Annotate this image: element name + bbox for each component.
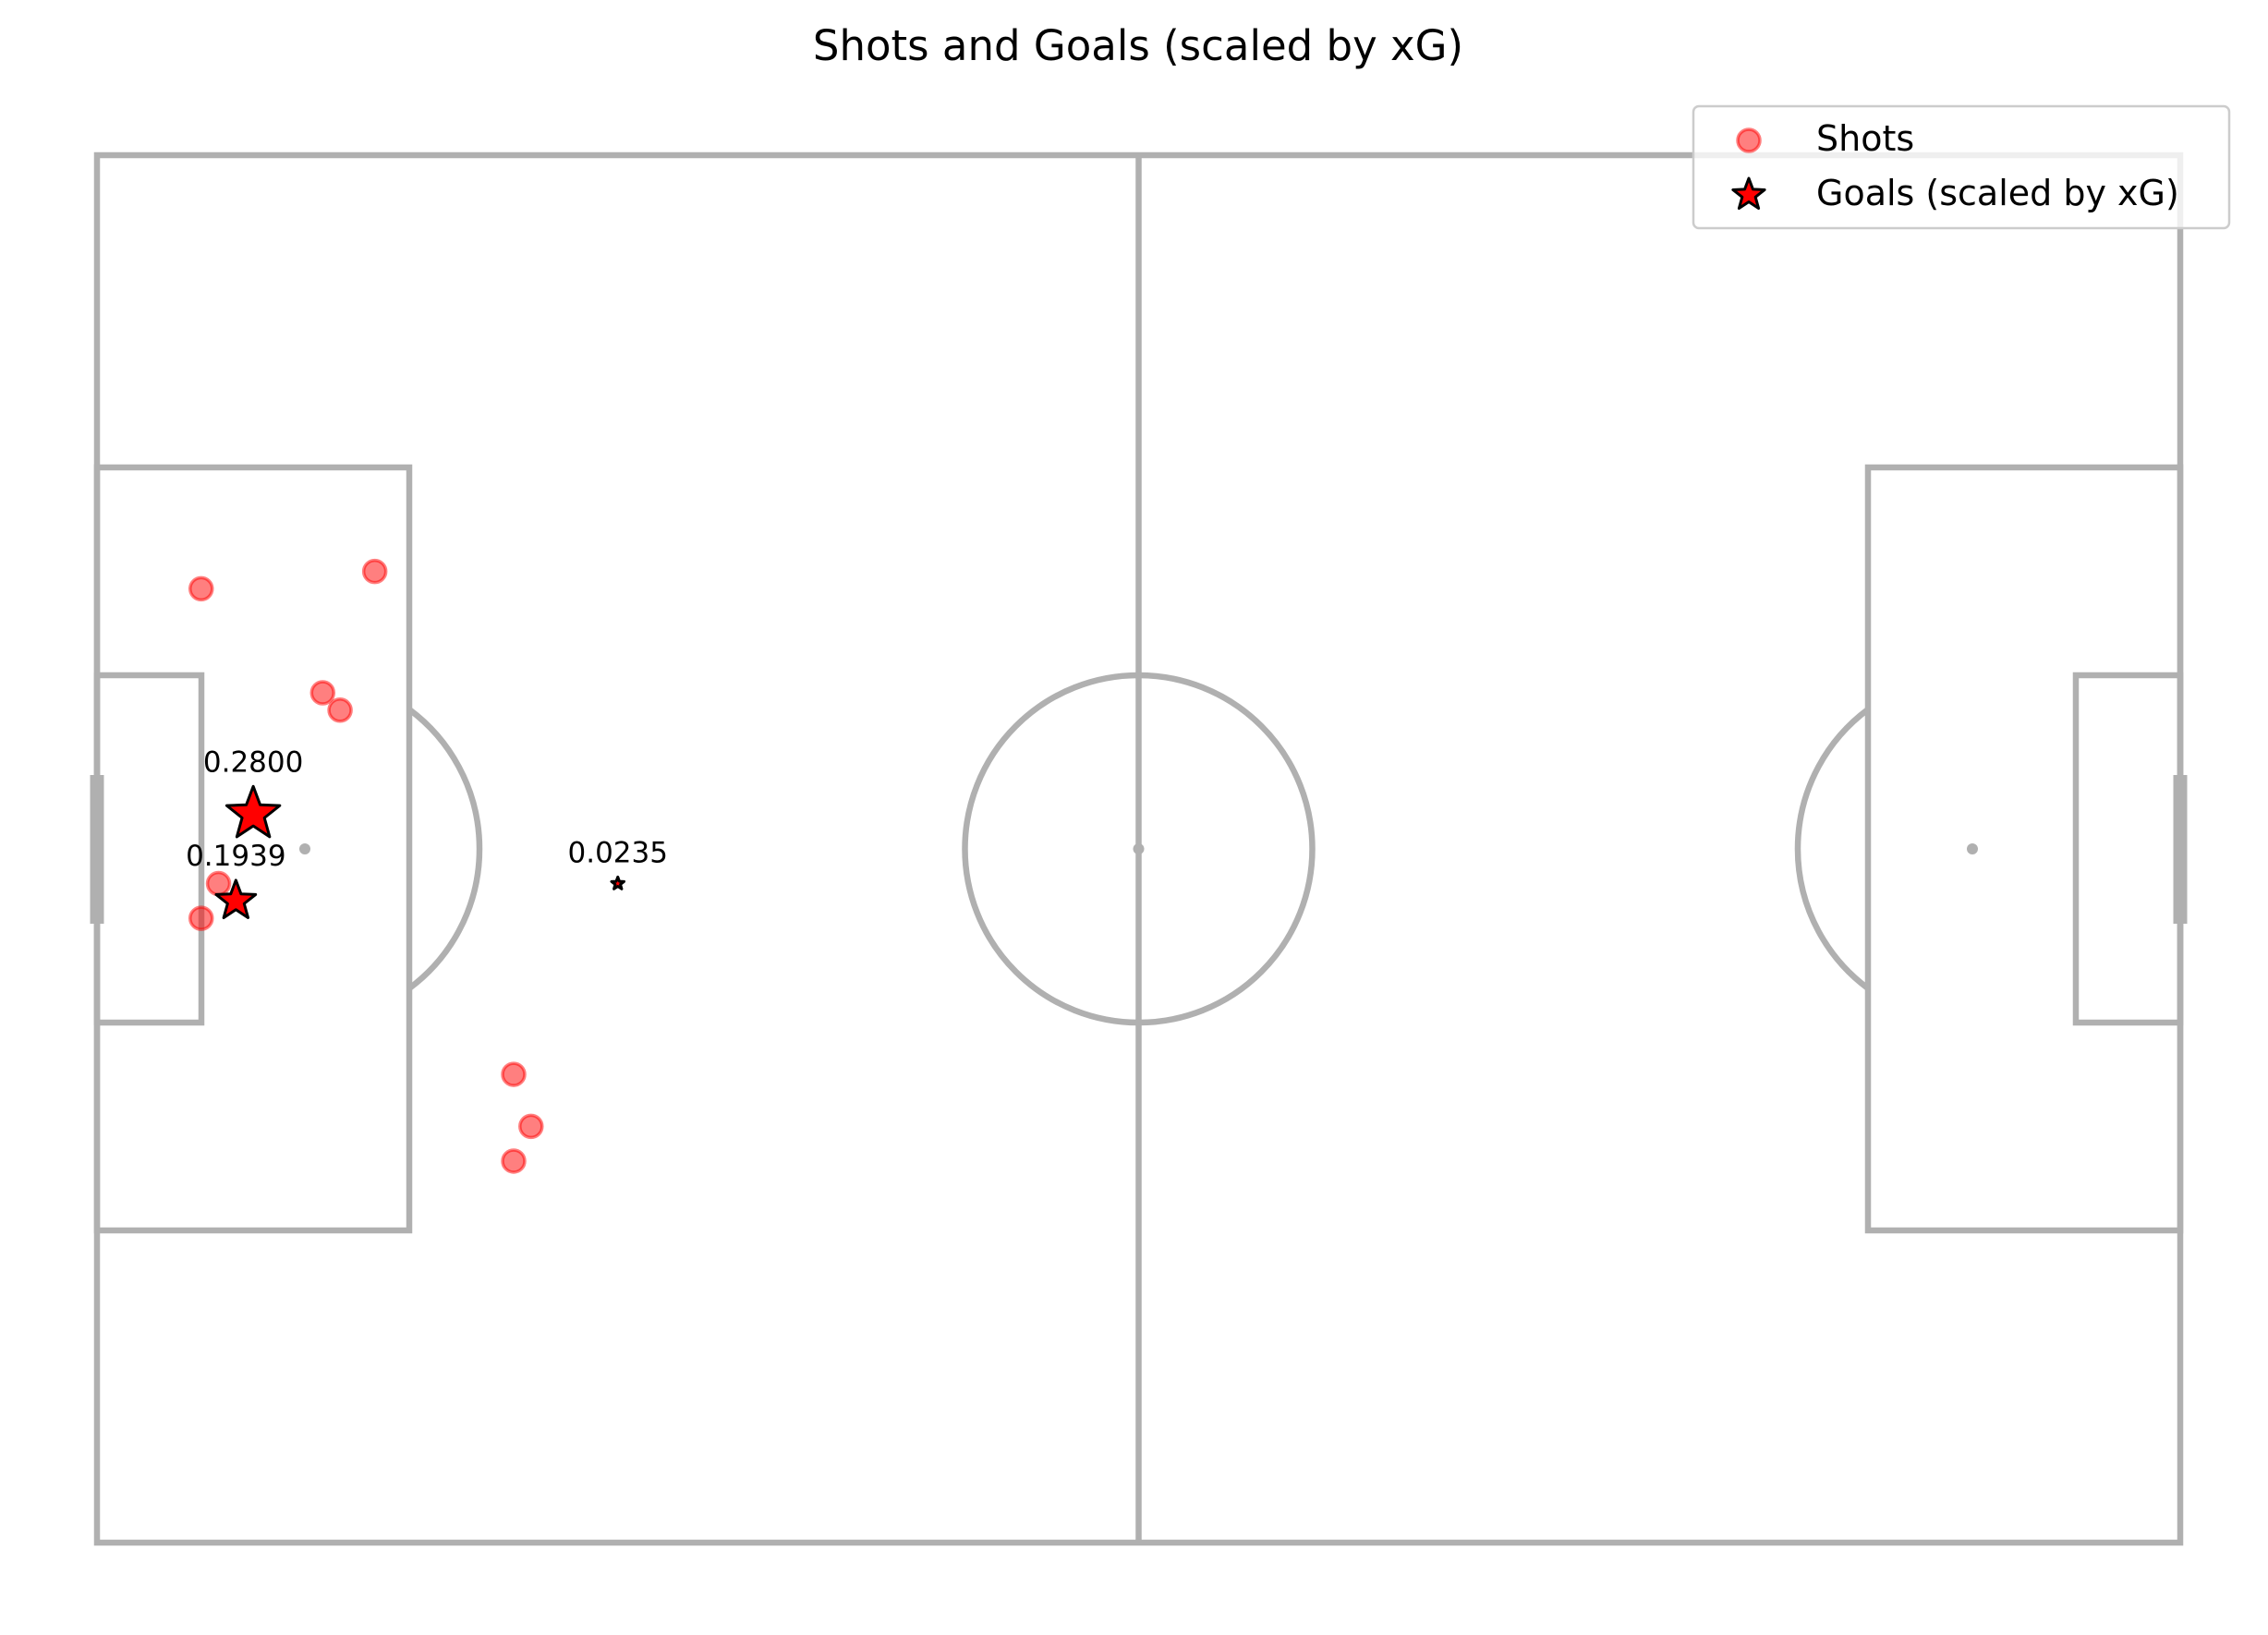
shot-point: [501, 1061, 527, 1087]
shot-point: [188, 905, 214, 931]
right-penalty-spot: [1967, 843, 1978, 854]
goals-series: [214, 784, 626, 919]
goal-xg-label: 0.0235: [568, 836, 668, 869]
shot-point: [188, 575, 214, 602]
right-penalty-area: [1864, 464, 2184, 1234]
shots-series: [188, 558, 544, 1174]
right-penalty-arc: [1794, 707, 1870, 991]
center-spot: [1133, 843, 1145, 854]
shot-point: [327, 697, 353, 723]
legend-frame: [1692, 104, 2231, 230]
left-penalty-arc: [407, 707, 483, 991]
legend-shots-marker: [1736, 127, 1762, 153]
legend-goals-marker: [1731, 176, 1766, 211]
center-circle: [962, 672, 1316, 1026]
goal-point: [224, 784, 282, 839]
goal-point: [214, 878, 258, 919]
shot-point: [518, 1113, 544, 1140]
chart-title: Shots and Goals (scaled by xG): [813, 21, 1463, 70]
legend-goals-label: Goals (scaled by xG): [1816, 173, 2179, 213]
shot-point: [361, 558, 388, 585]
legend: Shots Goals (scaled by xG): [1692, 104, 2231, 230]
legend-shots-label: Shots: [1816, 118, 1914, 159]
shot-point: [501, 1148, 527, 1174]
left-penalty-spot: [299, 843, 310, 854]
football-pitch: [90, 151, 2188, 1546]
goal-xg-label: 0.1939: [186, 840, 285, 873]
goal-xg-labels: 0.2800 0.1939 0.0235: [186, 745, 668, 873]
right-six-yard-box: [2072, 672, 2184, 1026]
shot-point: [205, 870, 232, 897]
goal-point: [610, 875, 626, 890]
goal-xg-label: 0.2800: [203, 745, 303, 779]
shot-point: [309, 680, 336, 706]
